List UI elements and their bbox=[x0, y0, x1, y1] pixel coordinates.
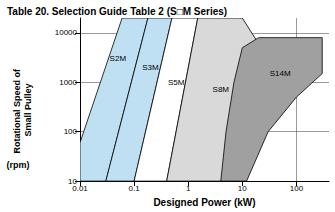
svg-text:10: 10 bbox=[68, 176, 77, 186]
svg-text:S8M: S8M bbox=[213, 85, 230, 94]
svg-text:Rotational Speed of: Rotational Speed of bbox=[12, 66, 22, 153]
svg-text:0.01: 0.01 bbox=[72, 184, 88, 193]
svg-text:S5M: S5M bbox=[168, 78, 185, 87]
svg-text:Table 20. Selection Guide Tabl: Table 20. Selection Guide Table 2 (S□M S… bbox=[7, 6, 227, 17]
svg-text:100: 100 bbox=[64, 127, 78, 136]
svg-text:S14M: S14M bbox=[270, 69, 291, 78]
svg-text:S3M: S3M bbox=[142, 63, 159, 72]
svg-text:0.1: 0.1 bbox=[129, 184, 141, 193]
svg-text:10000: 10000 bbox=[55, 28, 78, 37]
svg-text:Designed Power (kW): Designed Power (kW) bbox=[153, 197, 255, 208]
svg-text:1000: 1000 bbox=[59, 78, 77, 87]
svg-text:(rpm): (rpm) bbox=[7, 160, 30, 170]
svg-text:10: 10 bbox=[238, 184, 247, 193]
svg-text:100: 100 bbox=[290, 184, 304, 193]
svg-text:Small Pulley: Small Pulley bbox=[23, 83, 33, 136]
svg-text:S2M: S2M bbox=[110, 54, 127, 63]
svg-text:1: 1 bbox=[186, 184, 191, 193]
